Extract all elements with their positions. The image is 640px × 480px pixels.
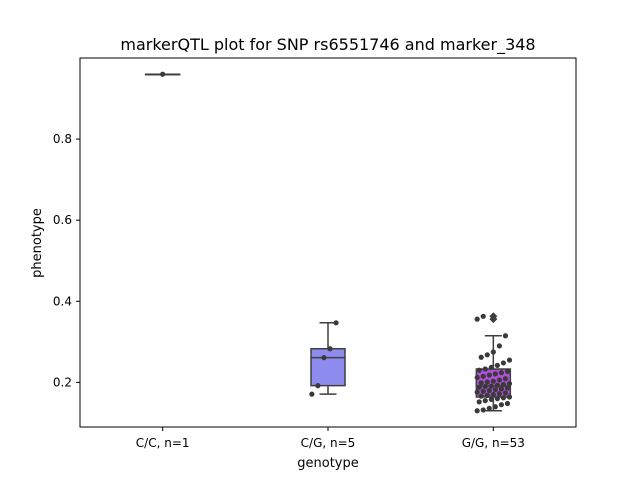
data-point: [494, 396, 500, 402]
box-group: [474, 312, 513, 414]
data-point: [484, 379, 490, 385]
data-point: [502, 333, 509, 339]
data-point: [478, 354, 484, 360]
x-tick-label: C/C, n=1: [136, 436, 190, 450]
y-tick-label: 0.4: [53, 294, 72, 308]
data-point: [506, 357, 513, 363]
data-point: [480, 313, 486, 319]
data-point: [492, 371, 498, 377]
data-point: [484, 352, 490, 358]
data-point: [482, 383, 488, 390]
y-tick-label: 0.2: [53, 375, 72, 389]
data-point: [506, 381, 513, 387]
box: [310, 347, 346, 387]
y-tick-label: 0.6: [53, 213, 72, 227]
data-point: [333, 320, 339, 326]
data-point: [504, 368, 511, 375]
data-point: [486, 405, 492, 411]
data-point: [488, 364, 494, 370]
x-tick-label: G/G, n=53: [462, 436, 525, 450]
data-point: [490, 378, 496, 384]
chart-title: markerQTL plot for SNP rs6551746 and mar…: [120, 35, 535, 55]
y-tick-label: 0.8: [53, 132, 72, 146]
data-point: [309, 391, 315, 397]
data-point: [474, 389, 480, 395]
outlier-marker: [489, 312, 498, 321]
y-axis: 0.2 0.4 0.6 0.8: [53, 132, 80, 389]
data-point: [488, 383, 494, 389]
data-point: [500, 381, 507, 388]
data-point: [502, 376, 509, 382]
box-group: [144, 71, 181, 77]
x-axis: C/C, n=1 C/G, n=5 G/G, n=53: [136, 427, 525, 450]
data-point: [490, 349, 496, 355]
data-point: [498, 370, 505, 376]
data-point: [482, 366, 488, 372]
data-point: [480, 373, 486, 379]
y-axis-label: phenotype: [30, 208, 45, 278]
data-point: [490, 391, 496, 398]
data-point: [160, 71, 166, 77]
x-tick-label: C/G, n=5: [301, 436, 356, 450]
data-point: [480, 407, 486, 413]
data-point: [478, 380, 484, 386]
data-point: [476, 399, 482, 405]
x-axis-label: genotype: [297, 456, 358, 471]
data-point: [484, 392, 490, 398]
data-point: [498, 402, 505, 408]
data-point: [500, 395, 507, 401]
data-point: [500, 360, 507, 366]
data-point: [315, 383, 321, 389]
data-point: [486, 372, 492, 378]
data-point: [474, 316, 480, 322]
data-point: [496, 343, 502, 349]
data-point: [478, 393, 484, 399]
data-point: [504, 385, 511, 391]
data-point: [506, 394, 513, 400]
data-point: [496, 391, 502, 397]
data-point: [474, 374, 480, 381]
data-point: [496, 377, 502, 383]
data-point: [504, 400, 511, 407]
data-point: [476, 384, 482, 390]
data-point: [476, 367, 482, 373]
data-point: [498, 386, 505, 392]
data-point: [321, 355, 327, 361]
data-point: [486, 387, 492, 394]
data-point: [480, 388, 486, 394]
data-point: [488, 396, 494, 403]
data-point: [502, 390, 509, 396]
data-point: [494, 362, 500, 368]
data-point: [492, 387, 498, 393]
box-group: [309, 320, 346, 397]
data-point: [327, 346, 333, 352]
data-point: [492, 404, 498, 410]
data-point: [494, 382, 500, 388]
plot-area: [144, 71, 513, 414]
data-point: [474, 408, 480, 414]
data-point: [482, 398, 488, 404]
